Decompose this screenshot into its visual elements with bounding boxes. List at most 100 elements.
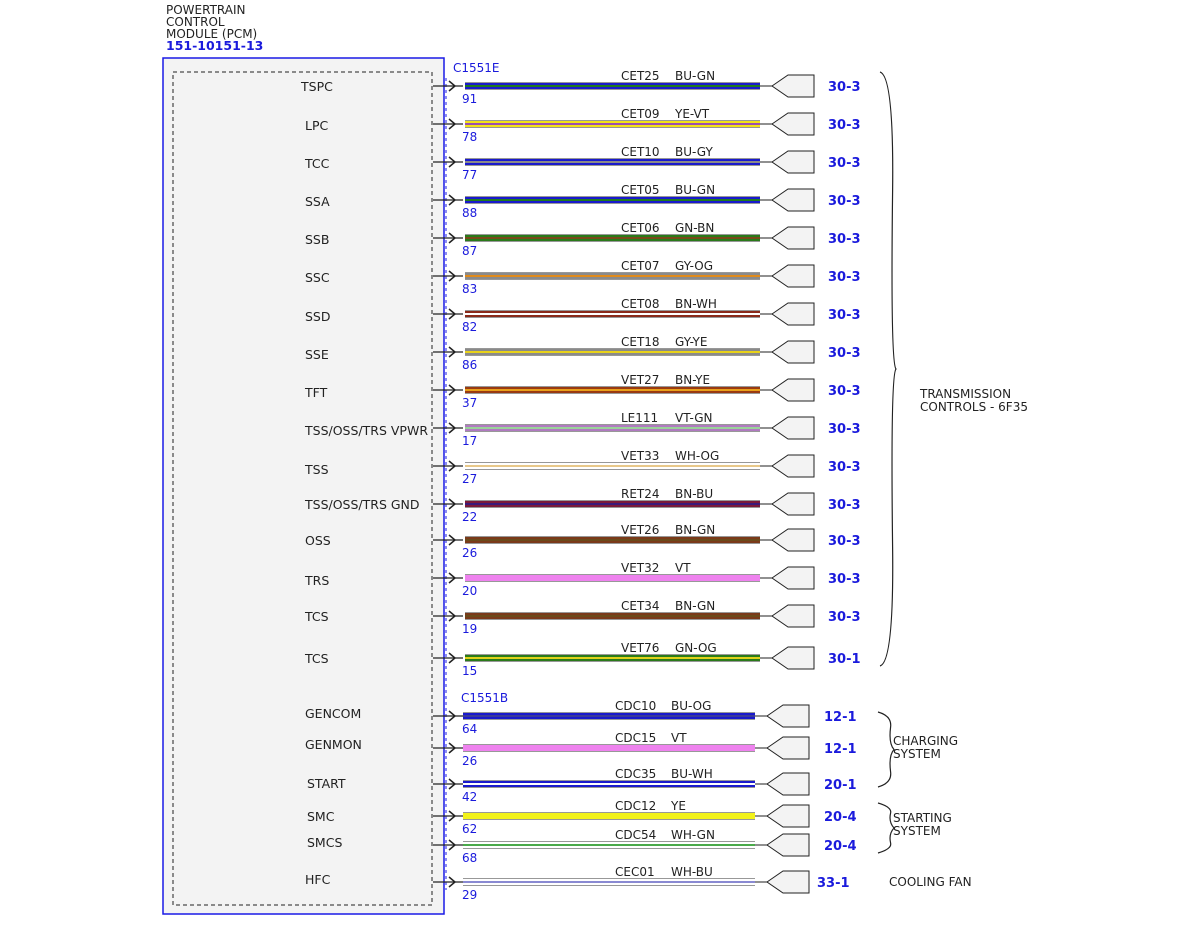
pin-arrow-icon [448,498,457,510]
system-group: COOLING FAN [889,875,972,889]
group-brace [877,711,895,788]
offpage-connector-icon [771,646,815,670]
page-reference-link[interactable]: 30-3 [828,118,861,133]
circuit-number: VET26 [621,523,659,537]
circuit-row: GENCOM 64 CDC10 BU-OG 12-1 [305,699,857,736]
page-reference-link[interactable]: 33-1 [817,876,850,891]
signal-label: START [307,776,346,791]
page-reference-link[interactable]: 30-3 [828,156,861,171]
wire-color-code: VT [671,731,687,745]
pin-arrow-icon [448,118,457,130]
offpage-connector-icon [771,226,815,250]
wire-color-code: BU-GY [675,145,713,159]
pin-number: 26 [462,546,477,560]
page-reference-link[interactable]: 20-4 [824,839,857,854]
pin-number: 62 [462,822,477,836]
page-reference-link[interactable]: 30-3 [828,308,861,323]
wire-color-code: VT [675,561,691,575]
page-reference-link[interactable]: 30-3 [828,572,861,587]
wire-color-code: BU-OG [671,699,711,713]
offpage-connector-icon [771,340,815,364]
wire-color-code: BN-GN [675,599,715,613]
page-reference-link[interactable]: 30-3 [828,460,861,475]
page-reference-link[interactable]: 30-3 [828,534,861,549]
page-reference-link[interactable]: 30-3 [828,194,861,209]
page-reference-link[interactable]: 12-1 [824,710,857,725]
pin-arrow-icon [448,80,457,92]
page-reference-link[interactable]: 30-3 [828,80,861,95]
circuit-number: VET33 [621,449,659,463]
page-reference-link[interactable]: 30-3 [828,232,861,247]
group-brace [879,71,897,667]
offpage-connector-icon [771,264,815,288]
wire-color-code: BN-GN [675,523,715,537]
offpage-connector-icon [771,416,815,440]
circuit-row: HFC 29 CEC01 WH-BU 33-1 [305,865,850,902]
pin-number: 64 [462,722,477,736]
pin-number: 15 [462,664,477,678]
group-label: CHARGING [893,734,958,748]
page-reference-link[interactable]: 30-3 [828,270,861,285]
page-reference-link[interactable]: 12-1 [824,742,857,757]
circuit-number: CEC01 [615,865,655,879]
circuit-number: VET32 [621,561,659,575]
wire-color-code: BN-YE [675,373,710,387]
pin-number: 82 [462,320,477,334]
pin-number: 88 [462,206,477,220]
signal-label: SMCS [307,835,342,850]
page-reference-link[interactable]: 20-1 [824,778,857,793]
offpage-connector-icon [766,772,810,796]
circuit-number: CET05 [621,183,660,197]
circuit-number: CDC12 [615,799,656,813]
circuit-row: TSS 27 VET33 WH-OG 30-3 [304,449,861,486]
pin-arrow-icon [448,810,457,822]
circuit-number: LE111 [621,411,658,425]
circuit-number: CET09 [621,107,660,121]
page-reference-link[interactable]: 30-1 [828,652,861,667]
circuit-number: CET10 [621,145,660,159]
circuit-number: CET18 [621,335,660,349]
signal-label: LPC [305,118,329,133]
offpage-connector-icon [771,150,815,174]
circuit-row: SSD 82 CET08 BN-WH 30-3 [305,297,861,334]
circuit-row: TFT 37 VET27 BN-YE 30-3 [304,373,861,410]
group-label: COOLING FAN [889,875,972,889]
module-part-number: 151-10151-13 [166,38,264,53]
circuit-row: TCS 15 VET76 GN-OG 30-1 [304,641,861,678]
pin-arrow-icon [448,534,457,546]
signal-label: OSS [305,533,331,548]
page-reference-link[interactable]: 30-3 [828,346,861,361]
pcm-module-inner-box [172,71,433,906]
pin-number: 37 [462,396,477,410]
offpage-connector-icon [766,833,810,857]
pin-arrow-icon [448,572,457,584]
page-reference-link[interactable]: 30-3 [828,384,861,399]
pin-arrow-icon [448,610,457,622]
pin-number: 20 [462,584,477,598]
wire-color-code: BU-WH [671,767,713,781]
pin-arrow-icon [448,270,457,282]
pin-arrow-icon [448,839,457,851]
group-brace [877,802,895,854]
page-reference-link[interactable]: 30-3 [828,422,861,437]
circuit-row: TCC 77 CET10 BU-GY 30-3 [304,145,861,182]
circuit-row: TSPC 91 CET25 BU-GN 30-3 [300,69,861,106]
signal-label: SSC [305,270,330,285]
circuit-number: CET08 [621,297,660,311]
wire-color-code: VT-GN [675,411,712,425]
signal-label: TFT [304,385,328,400]
circuit-number: VET76 [621,641,659,655]
page-reference-link[interactable]: 30-3 [828,610,861,625]
offpage-connector-icon [771,454,815,478]
circuit-number: CDC15 [615,731,656,745]
circuit-row: LPC 78 CET09 YE-VT 30-3 [305,107,861,144]
wire-color-code: WH-OG [675,449,719,463]
offpage-connector-icon [771,604,815,628]
page-reference-link[interactable]: 20-4 [824,810,857,825]
pin-arrow-icon [448,194,457,206]
circuit-number: CDC10 [615,699,656,713]
page-reference-link[interactable]: 30-3 [828,498,861,513]
circuit-row: SSA 88 CET05 BU-GN 30-3 [305,183,861,220]
